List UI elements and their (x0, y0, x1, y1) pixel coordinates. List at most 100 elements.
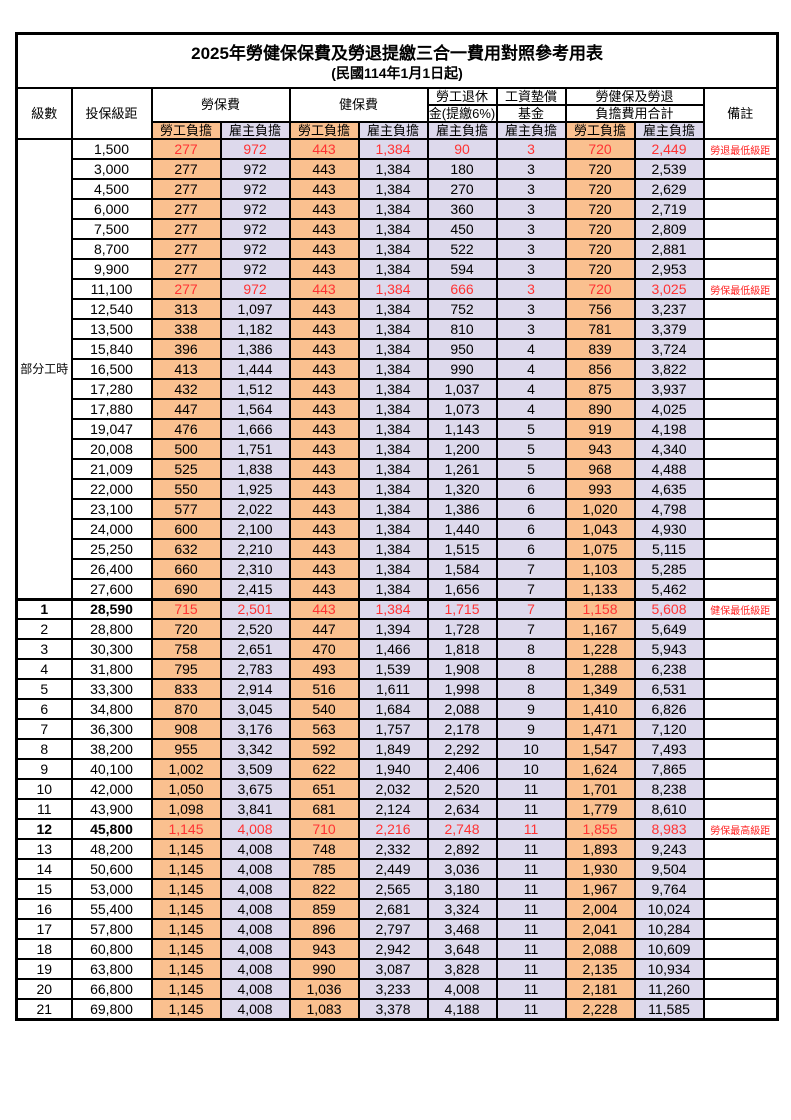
cell-labor-employee: 833 (150, 678, 222, 700)
cell-health-employee: 943 (288, 938, 360, 960)
cell-bracket: 16,500 (70, 358, 153, 380)
cell-bracket: 8,700 (70, 238, 153, 260)
cell-health-employee: 990 (288, 958, 360, 980)
cell-level: 20 (15, 978, 73, 1000)
cell-total-employer: 4,635 (633, 478, 705, 500)
table-row: 3,000 277 972 443 1,384 180 3 720 2,539 (17, 158, 779, 180)
cell-labor-employer: 4,008 (219, 838, 291, 860)
cell-health-employer: 1,384 (357, 458, 429, 480)
table-row: 15 53,000 1,145 4,008 822 2,565 3,180 11 1,967 9,… (15, 878, 779, 900)
cell-note (702, 158, 779, 180)
cell-wage-fund-employer: 11 (495, 818, 567, 840)
table-row: 18 60,800 1,145 4,008 943 2,942 3,648 11 2,088 10… (15, 938, 779, 960)
cell-bracket: 69,800 (70, 998, 153, 1020)
subheader-wage-fund-employer: 雇主負擔 (495, 121, 567, 140)
table-row: 24,000 600 2,100 443 1,384 1,440 6 1,043 4,930 (17, 518, 779, 540)
table-row: 20 66,800 1,145 4,008 1,036 3,233 4,008 11 2,181… (15, 978, 779, 1000)
cell-note (702, 998, 779, 1020)
cell-health-employer: 1,384 (357, 498, 429, 520)
cell-pension-employer: 990 (426, 358, 498, 380)
table-row: 11,100 277 972 443 1,384 666 3 720 3,025 勞保最低級距 (17, 278, 779, 300)
cell-health-employee: 443 (288, 518, 360, 540)
cell-bracket: 55,400 (70, 898, 153, 920)
cell-pension-employer: 2,748 (426, 818, 498, 840)
cell-wage-fund-employer: 11 (495, 918, 567, 940)
cell-wage-fund-employer: 11 (495, 998, 567, 1020)
cell-note (702, 838, 779, 860)
cell-health-employer: 2,032 (357, 778, 429, 800)
cell-wage-fund-employer: 11 (495, 858, 567, 880)
cell-wage-fund-employer: 8 (495, 678, 567, 700)
cell-health-employee: 651 (288, 778, 360, 800)
cell-labor-employer: 2,651 (219, 638, 291, 660)
cell-labor-employee: 500 (150, 438, 222, 460)
cell-total-employee: 1,779 (564, 798, 636, 820)
cell-bracket: 28,800 (70, 618, 153, 640)
table-row: 16 55,400 1,145 4,008 859 2,681 3,324 11 2,004 10… (15, 898, 779, 920)
cell-health-employer: 1,466 (357, 638, 429, 660)
cell-wage-fund-employer: 3 (495, 218, 567, 240)
cell-total-employer: 7,865 (633, 758, 705, 780)
cell-total-employee: 720 (564, 278, 636, 300)
cell-bracket: 12,540 (70, 298, 153, 320)
cell-health-employer: 1,384 (357, 158, 429, 180)
cell-total-employer: 11,585 (633, 998, 705, 1020)
cell-labor-employee: 277 (150, 198, 222, 220)
cell-labor-employee: 758 (150, 638, 222, 660)
cell-pension-employer: 810 (426, 318, 498, 340)
cell-health-employee: 447 (288, 618, 360, 640)
page-title: 2025年勞健保保費及勞退提繳三合一費用對照參考用表 (191, 43, 603, 63)
cell-level: 6 (15, 698, 73, 720)
table-row: 12 45,800 1,145 4,008 710 2,216 2,748 11 1,855 8,… (15, 818, 779, 840)
cell-labor-employee: 1,145 (150, 958, 222, 980)
header-pension-line1: 勞工退休 (426, 87, 498, 106)
cell-total-employer: 6,238 (633, 658, 705, 680)
cell-health-employer: 1,384 (357, 398, 429, 420)
cell-wage-fund-employer: 7 (495, 618, 567, 640)
cell-total-employer: 11,260 (633, 978, 705, 1000)
cell-wage-fund-employer: 3 (495, 298, 567, 320)
cell-health-employee: 592 (288, 738, 360, 760)
cell-total-employer: 6,531 (633, 678, 705, 700)
cell-total-employee: 1,075 (564, 538, 636, 560)
cell-note (702, 518, 779, 540)
cell-labor-employer: 3,342 (219, 738, 291, 760)
cell-pension-employer: 1,656 (426, 578, 498, 600)
cell-labor-employer: 4,008 (219, 898, 291, 920)
cell-total-employee: 1,020 (564, 498, 636, 520)
cell-total-employee: 1,893 (564, 838, 636, 860)
cell-health-employee: 443 (288, 218, 360, 240)
cell-total-employee: 1,410 (564, 698, 636, 720)
cell-note (702, 778, 779, 800)
cell-total-employee: 1,547 (564, 738, 636, 760)
cell-note: 勞退最低級距 (702, 138, 779, 160)
table-row: 16,500 413 1,444 443 1,384 990 4 856 3,822 (17, 358, 779, 380)
cell-labor-employee: 690 (150, 578, 222, 600)
cell-wage-fund-employer: 5 (495, 438, 567, 460)
cell-wage-fund-employer: 11 (495, 978, 567, 1000)
table-row: 14 50,600 1,145 4,008 785 2,449 3,036 11 1,930 9,… (15, 858, 779, 880)
cell-total-employee: 943 (564, 438, 636, 460)
cell-labor-employer: 1,838 (219, 458, 291, 480)
header-row-1: 級數 投保級距 勞保費 健保費 勞工退休 工資墊償 勞健保及勞退 備註 (15, 87, 779, 140)
cell-labor-employer: 3,045 (219, 698, 291, 720)
cell-labor-employee: 277 (150, 258, 222, 280)
cell-wage-fund-employer: 3 (495, 198, 567, 220)
cell-labor-employee: 1,145 (150, 978, 222, 1000)
subheader-health-employee: 勞工負擔 (288, 121, 360, 140)
cell-labor-employer: 972 (219, 158, 291, 180)
cell-total-employee: 720 (564, 198, 636, 220)
cell-note (702, 538, 779, 560)
cell-bracket: 9,900 (70, 258, 153, 280)
cell-health-employee: 493 (288, 658, 360, 680)
cell-health-employee: 443 (288, 438, 360, 460)
cell-wage-fund-employer: 5 (495, 418, 567, 440)
cell-labor-employee: 715 (150, 597, 222, 620)
cell-wage-fund-employer: 4 (495, 358, 567, 380)
cell-labor-employee: 1,002 (150, 758, 222, 780)
table-row: 4,500 277 972 443 1,384 270 3 720 2,629 (17, 178, 779, 200)
header-total-line2: 負擔費用合計 (564, 104, 705, 123)
cell-labor-employee: 277 (150, 178, 222, 200)
cell-note (702, 958, 779, 980)
premium-comparison-table: 2025年勞健保保費及勞退提繳三合一費用對照參考用表 (民國114年1月1日起)… (15, 32, 780, 1021)
